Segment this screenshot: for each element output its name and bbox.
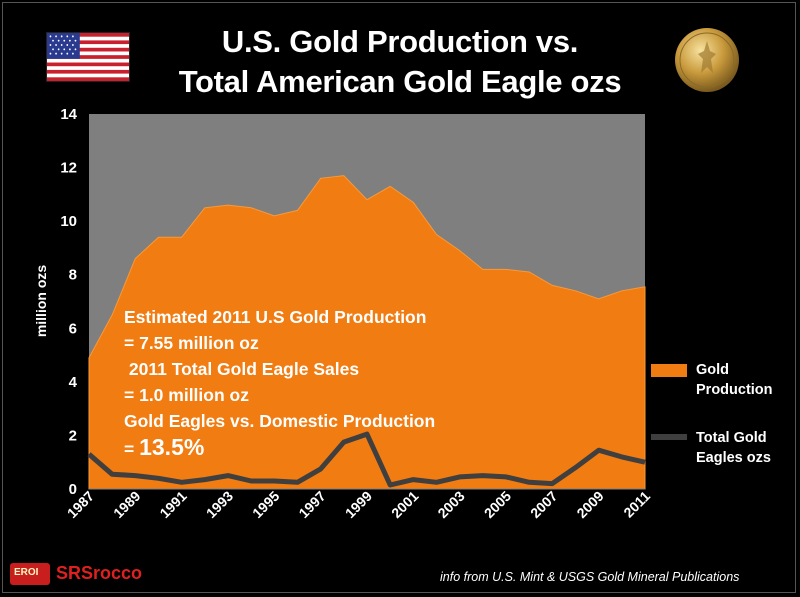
x-tick-label: 2005 <box>481 488 514 521</box>
legend-gold-production: Gold Production <box>696 362 773 398</box>
annotation-line-1: Estimated 2011 U.S Gold Production <box>124 307 427 327</box>
title-line-2: Total American Gold Eagle ozs <box>178 64 622 99</box>
annotation-line-3: 2011 Total Gold Eagle Sales <box>124 359 360 379</box>
legend-swatch-eagle <box>651 434 687 440</box>
legend-swatch-gold <box>651 364 687 377</box>
annotation-line-2: = 7.55 million oz <box>124 333 259 353</box>
y-tick-label: 6 <box>69 320 77 337</box>
us-flag-icon <box>46 32 130 82</box>
x-tick-label: 1993 <box>203 488 236 521</box>
x-tick-label: 1989 <box>110 488 143 521</box>
y-tick-label: 12 <box>60 160 77 177</box>
x-tick-label: 1997 <box>295 488 328 521</box>
annotation-line-5: Gold Eagles vs. Domestic Production <box>124 411 436 431</box>
annotation-percentage: 13.5% <box>139 434 205 460</box>
logo-name: SRSrocco <box>56 563 143 583</box>
gold-eagle-line <box>87 431 646 488</box>
y-tick-label: 2 <box>69 427 77 444</box>
gold-production-area <box>88 175 646 490</box>
y-tick-label: 14 <box>60 106 77 123</box>
y-axis-label: million ozs <box>33 265 49 338</box>
title-line-1: U.S. Gold Production vs. <box>221 24 579 59</box>
x-tick-label: 1995 <box>249 488 282 521</box>
legend-gold-eagles: Total Gold Eagles ozs <box>696 430 771 466</box>
x-tick-label: 2001 <box>388 488 421 521</box>
annotation-prefix: = <box>124 439 140 459</box>
annotation-line-6: = 13.5% <box>124 434 435 462</box>
chart-title: U.S. Gold Production vs. Total American … <box>150 22 650 102</box>
eroi-badge: EROI <box>10 563 50 585</box>
y-tick-label: 10 <box>60 213 77 230</box>
x-tick-label: 2007 <box>527 488 560 521</box>
y-tick-label: 8 <box>69 267 77 284</box>
y-tick-label: 4 <box>69 374 78 391</box>
annotation-block: Estimated 2011 U.S Gold Production = 7.5… <box>124 304 435 462</box>
y-tick-labels: 0 2 4 6 8 10 12 14 <box>60 106 77 498</box>
y-tick-label: 0 <box>69 481 77 498</box>
x-tick-label: 2009 <box>573 488 606 521</box>
source-note: info from U.S. Mint & USGS Gold Mineral … <box>440 570 740 584</box>
annotation-line-4: = 1.0 million oz <box>124 385 249 405</box>
x-tick-label: 2011 <box>620 488 653 521</box>
gold-eagle-coin-icon <box>675 28 739 92</box>
x-tick-label: 1991 <box>156 488 189 521</box>
eroi-badge-text: EROI <box>14 567 39 578</box>
x-tick-labels: 1987 1989 1991 1993 1995 1997 1999 2001 2003 2005… <box>64 488 653 521</box>
x-tick-label: 2003 <box>434 488 467 521</box>
x-tick-label: 1999 <box>342 488 375 521</box>
